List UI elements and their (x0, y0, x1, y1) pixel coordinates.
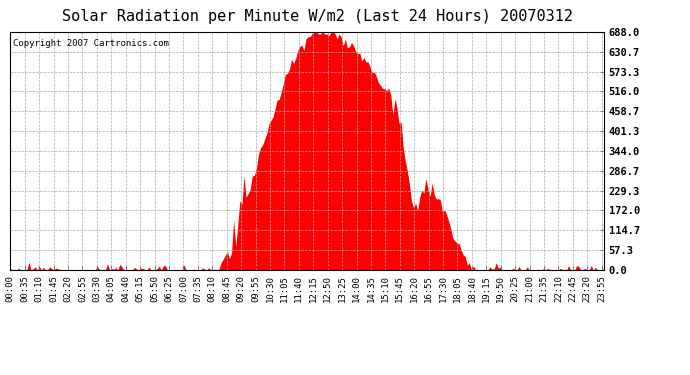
Text: Solar Radiation per Minute W/m2 (Last 24 Hours) 20070312: Solar Radiation per Minute W/m2 (Last 24… (62, 9, 573, 24)
Text: Copyright 2007 Cartronics.com: Copyright 2007 Cartronics.com (13, 39, 169, 48)
